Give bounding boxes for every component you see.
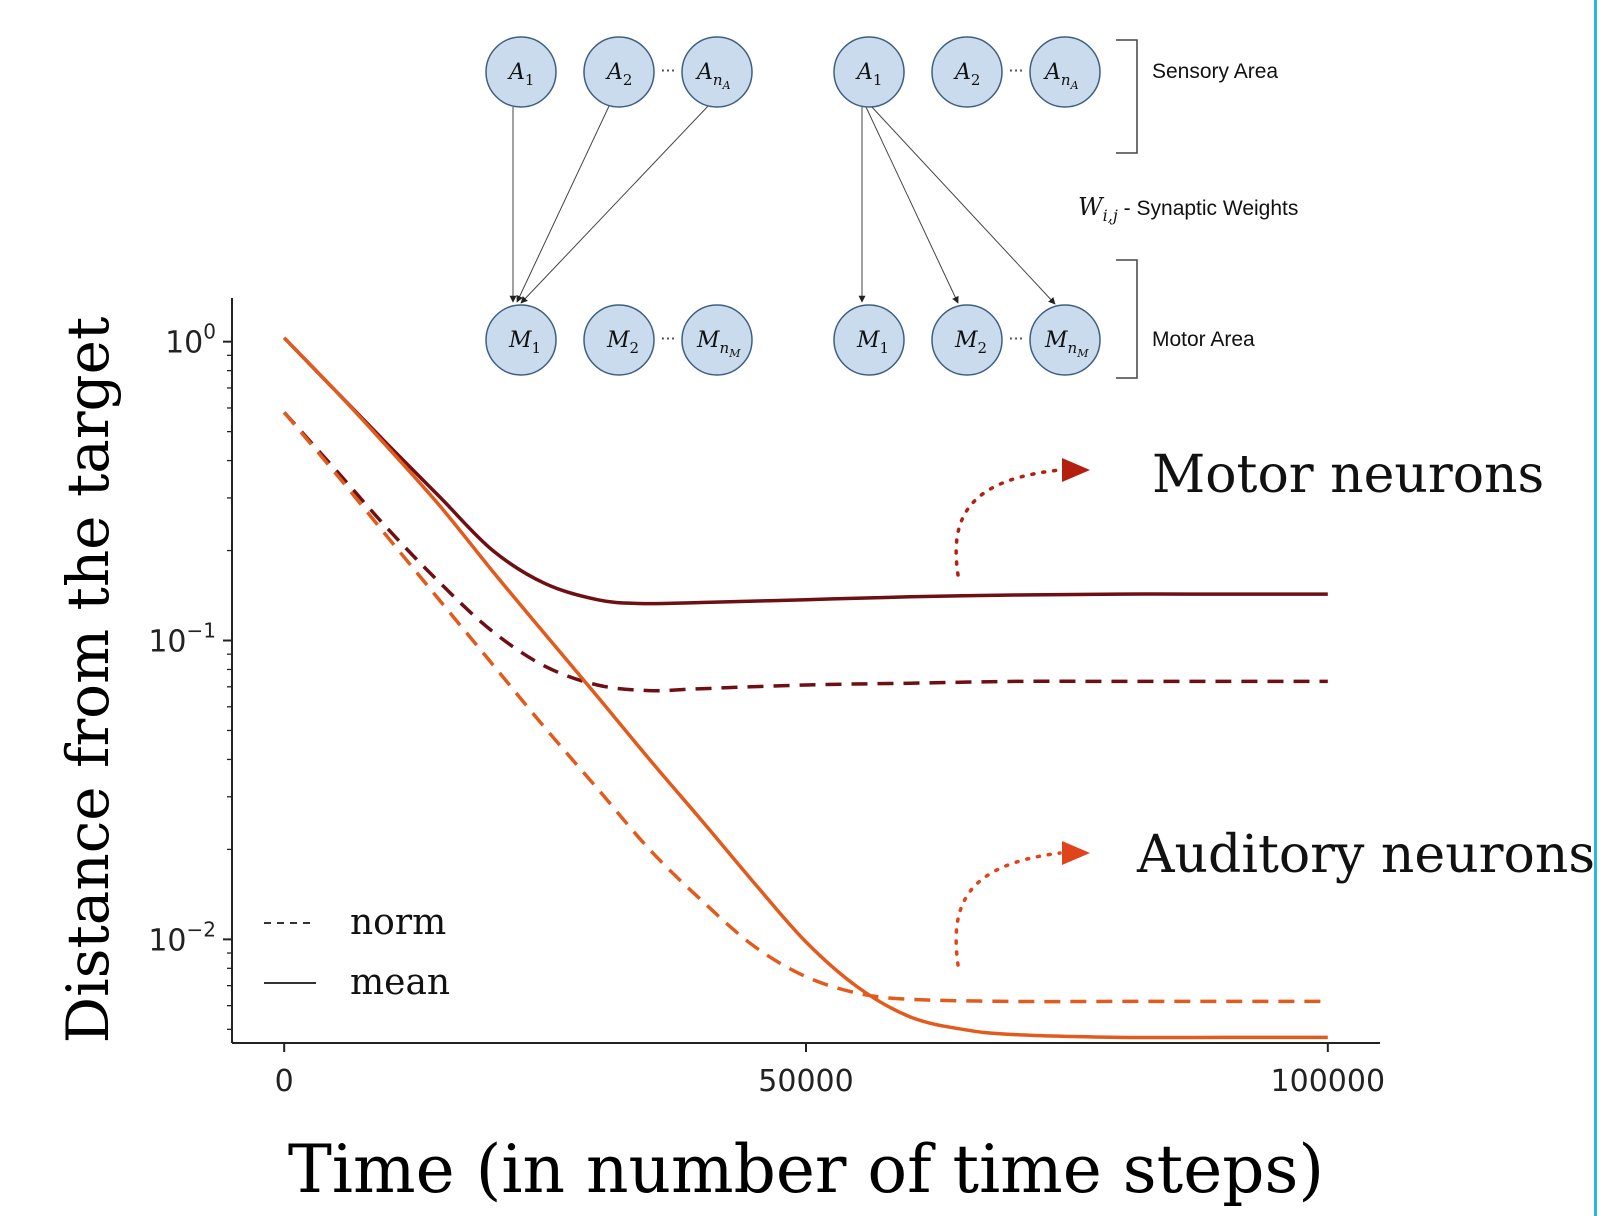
sensory-node-label: AnA xyxy=(695,60,731,92)
legend-norm-label: norm xyxy=(350,902,446,943)
motor-node-label: MnM xyxy=(696,328,741,360)
x-axis-title: Time (in number of time steps) xyxy=(288,1131,1324,1208)
motor-norm-line xyxy=(282,411,1328,693)
legend: norm mean xyxy=(264,902,450,1003)
sensory-node-right-2: A2 xyxy=(931,36,1003,108)
sensory-node-label: A2 xyxy=(605,60,632,89)
chart: 0 50000 100000 100 10−1 10−2 Time (in number … xyxy=(54,298,1595,1208)
motor-node-right-3: MnM xyxy=(1029,304,1101,376)
sensory-node-right-1: A1 xyxy=(833,36,905,108)
ellipsis: ··· xyxy=(660,61,675,80)
annotations: Motor neurons Auditory neurons xyxy=(954,445,1595,967)
motor-node-left-2: M2 xyxy=(583,304,655,376)
sensory-area-brace xyxy=(1116,39,1138,154)
motor-node-left-1: M1 xyxy=(485,304,557,376)
auditory-mean-line xyxy=(282,336,1328,1040)
motor-area-label: Motor Area xyxy=(1152,328,1255,351)
motor-neurons-label: Motor neurons xyxy=(1152,445,1544,505)
legend-mean-label: mean xyxy=(350,962,450,1003)
sensory-node-left-3: AnA xyxy=(681,36,753,108)
sensory-node-label: AnA xyxy=(1043,60,1079,92)
edge-a1-mn-right xyxy=(869,104,1056,305)
motor-node-right-2: M2 xyxy=(931,304,1003,376)
network-diagram: A1 A2 AnA ··· A1 A2 AnA ··· M1 M2 MnM ··· M1 M2 MnM ···… xyxy=(485,36,1298,379)
sensory-node-right-3: AnA xyxy=(1029,36,1101,108)
sensory-node-label: A2 xyxy=(953,60,980,89)
edge-a2-m1-left xyxy=(516,103,611,303)
edge-a1-m2-right xyxy=(865,106,959,304)
motor-annotation-arrow xyxy=(954,468,1062,577)
sensory-node-label: A1 xyxy=(855,60,882,89)
sensory-node-left-2: A2 xyxy=(583,36,655,108)
auditory-arrowhead-icon xyxy=(1062,841,1090,865)
weights-symbol: W xyxy=(1078,193,1105,221)
x-tick-label: 0 xyxy=(275,1064,294,1099)
y-tick-label: 10−1 xyxy=(148,619,216,660)
edge-an-m1-left xyxy=(520,103,711,304)
x-tick-label: 50000 xyxy=(758,1064,853,1099)
synaptic-weights-label: Wi,j - Synaptic Weights xyxy=(1078,193,1298,225)
y-axis-title: Distance from the target xyxy=(54,317,122,1044)
sensory-node-label: A1 xyxy=(507,60,534,89)
ellipsis: ··· xyxy=(1008,61,1023,80)
y-tick-label: 10−2 xyxy=(148,917,216,958)
sensory-area-label: Sensory Area xyxy=(1152,60,1278,83)
weights-text: - Synaptic Weights xyxy=(1118,197,1299,220)
ellipsis: ··· xyxy=(1008,329,1023,348)
y-tick-label: 100 xyxy=(165,320,216,361)
motor-node-label: MnM xyxy=(1044,328,1089,360)
weights-subscript: i,j xyxy=(1103,206,1118,225)
motor-node-label: M1 xyxy=(856,328,889,357)
motor-arrowhead-icon xyxy=(1062,458,1090,482)
motor-mean-line xyxy=(282,336,1328,606)
right-accent-border xyxy=(1594,0,1597,1216)
ticks: 0 50000 100000 100 10−1 10−2 xyxy=(148,320,1385,1099)
series-group xyxy=(282,336,1328,1040)
motor-node-label: M2 xyxy=(606,328,639,357)
motor-node-right-1: M1 xyxy=(833,304,905,376)
motor-node-left-3: MnM xyxy=(681,304,753,376)
x-tick-label: 100000 xyxy=(1271,1064,1386,1099)
motor-area-brace xyxy=(1116,259,1138,379)
ellipsis: ··· xyxy=(660,329,675,348)
motor-node-label: M2 xyxy=(954,328,987,357)
auditory-neurons-label: Auditory neurons xyxy=(1136,825,1595,885)
auditory-norm-line xyxy=(282,411,1328,1004)
motor-node-label: M1 xyxy=(508,328,541,357)
auditory-annotation-arrow xyxy=(954,851,1062,967)
sensory-node-left-1: A1 xyxy=(485,36,557,108)
nodes: A1 A2 AnA ··· A1 A2 AnA ··· M1 M2 MnM ··· M1 M2 MnM ··· xyxy=(485,36,1101,376)
